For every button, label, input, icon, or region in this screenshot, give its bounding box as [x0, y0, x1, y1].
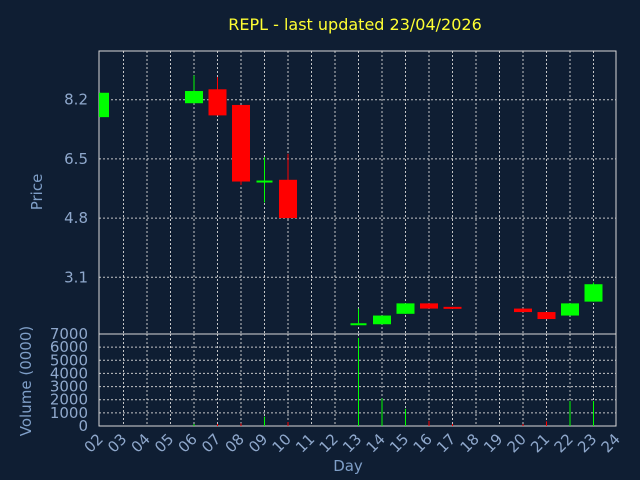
- x-tick-label: 06: [175, 430, 201, 456]
- volume-tick-label: 0: [78, 417, 88, 435]
- candle-body: [396, 303, 415, 314]
- volume-axis-label: Volume (0000): [17, 326, 35, 436]
- volume-tick-label: 1000: [50, 404, 88, 422]
- x-axis-label: Day: [333, 457, 363, 475]
- x-tick-label: 17: [433, 430, 459, 456]
- x-tick-label: 20: [504, 430, 530, 456]
- x-tick-label: 21: [527, 430, 553, 456]
- volume-tick-label: 2000: [50, 391, 88, 409]
- x-tick-label: 23: [574, 430, 600, 456]
- candle-body: [443, 306, 462, 309]
- x-tick-label: 08: [222, 430, 248, 456]
- x-tick-label: 04: [128, 430, 154, 456]
- x-tick-label: 09: [245, 430, 271, 456]
- x-tick-label: 11: [292, 430, 318, 456]
- grid-lines: [99, 51, 616, 426]
- price-tick-label: 8.2: [64, 91, 88, 109]
- volume-tick-label: 6000: [50, 338, 88, 356]
- price-tick-label: 3.1: [64, 268, 88, 286]
- volume-tick-label: 4000: [50, 364, 88, 382]
- candle-body: [232, 104, 250, 182]
- candle-body: [584, 284, 603, 302]
- candle-body: [537, 312, 556, 320]
- x-tick-label: 15: [386, 430, 412, 456]
- candle-body: [420, 303, 438, 309]
- candle-body: [185, 91, 203, 104]
- volume-tick-label: 3000: [50, 378, 88, 396]
- x-tick-label: 18: [457, 430, 483, 456]
- x-tick-label: 10: [269, 430, 295, 456]
- x-tick-label: 05: [151, 430, 177, 456]
- candle-body: [208, 89, 227, 116]
- x-tick-label: 13: [339, 430, 365, 456]
- candle-body: [514, 308, 532, 313]
- price-candles: [99, 75, 603, 326]
- chart-title: REPL - last updated 23/04/2026: [228, 15, 482, 34]
- candle-body: [99, 92, 109, 118]
- x-tick-label: 22: [551, 430, 577, 456]
- price-tick-label: 6.5: [64, 150, 88, 168]
- x-tick-label: 07: [198, 430, 224, 456]
- volume-tick-label: 5000: [50, 351, 88, 369]
- price-plot-area: [98, 50, 617, 335]
- x-tick-label: 03: [104, 430, 130, 456]
- candle-body: [373, 315, 391, 325]
- x-tick-label: 16: [410, 430, 436, 456]
- volume-tick-label: 7000: [50, 325, 88, 343]
- candle-body: [561, 303, 579, 316]
- x-tick-label: 12: [316, 430, 342, 456]
- x-tick-label: 19: [480, 430, 506, 456]
- volume-bars: [193, 337, 594, 426]
- price-tick-label: 4.8: [64, 209, 88, 227]
- candle-body: [279, 179, 297, 219]
- x-tick-label: 24: [598, 430, 624, 456]
- price-axis-label: Price: [28, 174, 46, 211]
- x-tick-label: 14: [363, 430, 389, 456]
- volume-plot-area: [98, 333, 617, 427]
